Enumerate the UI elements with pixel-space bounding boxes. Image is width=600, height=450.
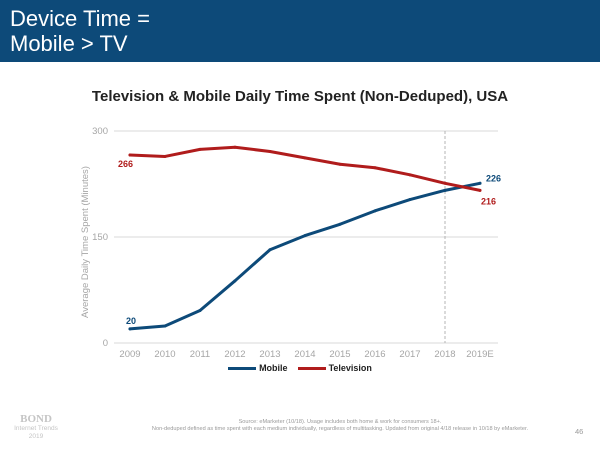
y-tick-label-150: 150 <box>92 232 108 243</box>
slide-title: Device Time = Mobile > TV <box>10 6 150 56</box>
x-tick-label-2017: 2017 <box>399 349 420 360</box>
series-line-television <box>128 145 482 192</box>
x-tick-label-2018: 2018 <box>434 349 455 360</box>
data-point-television-2015 <box>338 162 342 166</box>
slide-header: Device Time = Mobile > TV <box>0 0 600 62</box>
data-point-mobile-2014 <box>303 234 307 238</box>
source-line-2: Non-deduped defined as time spent with e… <box>151 426 529 432</box>
page-number: 46 <box>575 427 584 436</box>
x-tick-label-2014: 2014 <box>294 349 315 360</box>
x-tick-label-2019E: 2019E <box>466 349 493 360</box>
chart-legend: Mobile Television <box>0 363 600 373</box>
data-point-mobile-2010 <box>163 324 167 328</box>
bond-logo-subtitle: Internet Trends <box>14 425 58 432</box>
x-tick-label-2016: 2016 <box>364 349 385 360</box>
data-point-television-2018 <box>443 181 447 185</box>
legend-label-television: Television <box>328 363 372 373</box>
legend-item-television: Television <box>297 363 372 373</box>
data-point-mobile-2019E <box>478 181 482 185</box>
data-point-television-2010 <box>163 154 167 158</box>
data-label-television-2019E: 216 <box>481 196 496 206</box>
data-point-television-2011 <box>198 147 202 151</box>
data-label-television-2009: 266 <box>118 159 133 169</box>
data-label-mobile-2019E: 226 <box>486 173 501 183</box>
slide-title-line2: Mobile > TV <box>10 31 128 56</box>
y-tick-label-300: 300 <box>92 126 108 137</box>
data-point-mobile-2012 <box>233 279 237 283</box>
bond-logo-name: BOND <box>20 413 52 425</box>
data-point-television-2012 <box>233 145 237 149</box>
source-line-1: Source: eMarketer (10/18). Usage include… <box>238 419 442 425</box>
data-point-television-2017 <box>408 173 412 177</box>
data-point-mobile-2015 <box>338 222 342 226</box>
chart-title: Television & Mobile Daily Time Spent (No… <box>91 88 509 105</box>
data-label-mobile-2009: 20 <box>126 316 136 326</box>
data-point-mobile-2016 <box>373 209 377 213</box>
data-point-mobile-2018 <box>443 188 447 192</box>
x-tick-label-2012: 2012 <box>224 349 245 360</box>
x-tick-label-2013: 2013 <box>259 349 280 360</box>
legend-item-mobile: Mobile <box>228 363 288 373</box>
x-tick-label-2011: 2011 <box>190 349 210 360</box>
x-tick-label-2015: 2015 <box>329 349 350 360</box>
slide-title-line1: Device Time = <box>10 6 150 31</box>
data-point-mobile-2013 <box>268 248 272 252</box>
data-point-mobile-2009 <box>128 327 132 331</box>
data-point-mobile-2011 <box>198 308 202 312</box>
data-point-television-2009 <box>128 153 132 157</box>
source-note: Source: eMarketer (10/18). Usage include… <box>120 419 560 433</box>
legend-swatch-television <box>297 366 326 370</box>
x-tick-label-2009: 2009 <box>119 349 140 360</box>
bond-logo: BOND Internet Trends 2019 <box>10 413 62 441</box>
x-tick-label-2010: 2010 <box>154 349 175 360</box>
bond-logo-year: 2019 <box>28 433 44 440</box>
legend-label-mobile: Mobile <box>259 363 288 373</box>
series-line-mobile <box>128 181 482 331</box>
y-tick-label-0: 0 <box>103 338 108 349</box>
data-point-television-2014 <box>303 156 307 160</box>
data-point-television-2016 <box>373 166 377 170</box>
data-point-television-2019E <box>478 188 482 192</box>
legend-swatch-mobile <box>228 366 257 370</box>
y-axis-title: Average Daily Time Spent (Minutes) <box>80 166 91 318</box>
data-point-mobile-2017 <box>408 198 412 202</box>
data-point-television-2013 <box>268 149 272 153</box>
